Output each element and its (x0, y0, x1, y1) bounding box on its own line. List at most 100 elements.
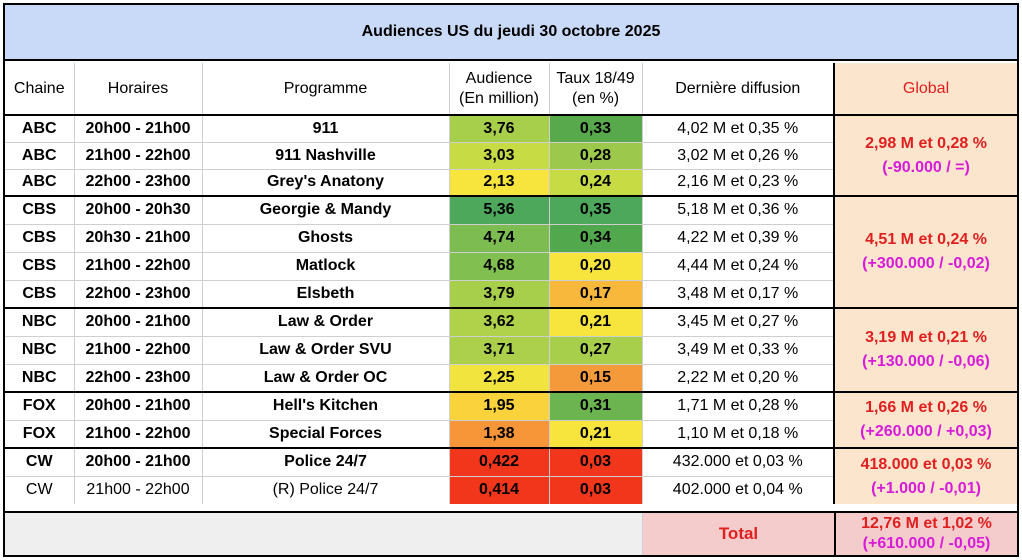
cell-audience: 1,38 (448, 419, 549, 448)
cell-horaires: 22h00 - 23h00 (73, 279, 202, 308)
cell-derniere: 1,10 M et 0,18 % (641, 419, 834, 448)
total-line1: 12,76 M et 1,02 % (861, 515, 992, 532)
cell-audience: 0,422 (448, 447, 549, 476)
cell-chaine: ABC (5, 141, 74, 169)
cell-taux: 0,27 (548, 335, 642, 364)
global-line1: 418.000 et 0,03 % (860, 455, 992, 473)
cell-horaires: 20h00 - 21h00 (73, 114, 202, 142)
cell-chaine: CBS (5, 223, 74, 252)
cell-programme: Special Forces (201, 419, 449, 448)
header-taux-line2: (en %) (571, 89, 620, 107)
table-row: NBC 22h00 - 23h00 Law & Order OC 2,25 0,15 2,… (5, 363, 1017, 392)
header-audience-line1: Audience (465, 69, 533, 87)
ratings-table-frame: Audiences US du jeudi 30 octobre 2025 Ch… (3, 3, 1019, 557)
table-title: Audiences US du jeudi 30 octobre 2025 (5, 5, 1017, 61)
cell-taux: 0,28 (548, 141, 642, 169)
cell-chaine: CBS (5, 251, 74, 280)
global-line1: 3,19 M et 0,21 % (865, 329, 987, 346)
cell-taux: 0,24 (548, 168, 642, 196)
total-value: 12,76 M et 1,02 % (+610.000 / -0,05) (834, 513, 1017, 555)
cell-global: 2,98 M et 0,28 % (-90.000 / =) (833, 114, 1017, 196)
cell-taux: 0,21 (548, 307, 642, 336)
cell-derniere: 2,16 M et 0,23 % (641, 168, 834, 196)
cell-horaires: 22h00 - 23h00 (73, 363, 202, 392)
cell-chaine: FOX (5, 419, 74, 448)
cell-taux: 0,03 (548, 475, 642, 504)
cell-horaires: 21h00 - 22h00 (73, 419, 202, 448)
cell-audience: 4,74 (448, 223, 549, 252)
table-body: ABC 20h00 - 21h00 911 3,76 0,33 4,02 M et 0,3… (5, 114, 1017, 504)
cell-programme: 911 (201, 114, 449, 142)
cell-derniere: 3,02 M et 0,26 % (641, 141, 834, 169)
table-row: ABC 22h00 - 23h00 Grey's Anatony 2,13 0,24 2,… (5, 168, 1017, 196)
table-row: FOX 20h00 - 21h00 Hell's Kitchen 1,95 0,31 1,… (5, 391, 1017, 448)
ratings-table: Chaine Horaires Programme Audience (En m… (5, 63, 1017, 504)
global-line2: (+300.000 / -0,02) (862, 255, 990, 272)
cell-taux: 0,35 (548, 195, 642, 224)
cell-horaires: 20h00 - 21h00 (73, 307, 202, 336)
cell-horaires: 20h00 - 20h30 (73, 195, 202, 224)
table-row: CW 21h00 - 22h00 (R) Police 24/7 0,414 0,03 4… (5, 475, 1017, 504)
cell-taux: 0,03 (548, 447, 642, 476)
cell-chaine: CBS (5, 279, 74, 308)
table-row: CBS 22h00 - 23h00 Elsbeth 3,79 0,17 3,48 M et… (5, 279, 1017, 308)
cell-taux: 0,21 (548, 419, 642, 448)
cell-audience: 5,36 (448, 195, 549, 224)
cell-chaine: ABC (5, 168, 74, 196)
cell-chaine: NBC (5, 335, 74, 364)
table-row: CBS 21h00 - 22h00 Matlock 4,68 0,20 4,44 M et… (5, 251, 1017, 280)
cell-derniere: 4,22 M et 0,39 % (641, 223, 834, 252)
cell-taux: 0,15 (548, 363, 642, 392)
table-row: ABC 20h00 - 21h00 911 3,76 0,33 4,02 M et 0,3… (5, 114, 1017, 196)
global-line2: (-90.000 / =) (882, 158, 970, 176)
table-row: NBC 20h00 - 21h00 Law & Order 3,62 0,21 3,45 … (5, 307, 1017, 392)
total-footer: Total 12,76 M et 1,02 % (+610.000 / -0,0… (5, 511, 1017, 555)
global-line1: 1,66 M et 0,26 % (865, 399, 987, 416)
cell-taux: 0,17 (548, 279, 642, 308)
cell-chaine: CBS (5, 195, 74, 224)
cell-horaires: 21h00 - 22h00 (73, 251, 202, 280)
cell-programme: Ghosts (201, 223, 449, 252)
cell-derniere: 5,18 M et 0,36 % (641, 195, 834, 224)
header-global: Global (833, 63, 1017, 116)
cell-chaine: CW (5, 447, 74, 476)
cell-taux: 0,34 (548, 223, 642, 252)
cell-global: 418.000 et 0,03 % (+1.000 / -0,01) (833, 447, 1017, 504)
cell-derniere: 3,48 M et 0,17 % (641, 279, 834, 308)
table-row: ABC 21h00 - 22h00 911 Nashville 3,03 0,28 3,0… (5, 141, 1017, 169)
cell-global: 1,66 M et 0,26 % (+260.000 / +0,03) (833, 391, 1017, 448)
cell-programme: Matlock (201, 251, 449, 280)
table-row: CW 20h00 - 21h00 Police 24/7 0,422 0,03 432.0… (5, 447, 1017, 504)
table-row: NBC 21h00 - 22h00 Law & Order SVU 3,71 0,27 3… (5, 335, 1017, 364)
cell-derniere: 402.000 et 0,04 % (641, 475, 834, 504)
cell-derniere: 3,45 M et 0,27 % (641, 307, 834, 336)
cell-taux: 0,33 (548, 114, 642, 142)
cell-horaires: 20h00 - 21h00 (73, 391, 202, 420)
global-line1: 4,51 M et 0,24 % (865, 231, 987, 248)
cell-horaires: 20h30 - 21h00 (73, 223, 202, 252)
cell-derniere: 1,71 M et 0,28 % (641, 391, 834, 420)
cell-audience: 3,62 (448, 307, 549, 336)
header-taux-line1: Taux 18/49 (556, 69, 635, 87)
global-line2: (+260.000 / +0,03) (860, 423, 992, 440)
total-label: Total (643, 513, 834, 555)
cell-programme: Law & Order (201, 307, 449, 336)
cell-horaires: 21h00 - 22h00 (73, 141, 202, 169)
cell-chaine: CW (5, 475, 74, 504)
total-line2: (+610.000 / -0,05) (862, 535, 991, 552)
cell-horaires: 22h00 - 23h00 (73, 168, 202, 196)
table-row: CBS 20h00 - 20h30 Georgie & Mandy 5,36 0,35 5… (5, 195, 1017, 308)
global-line1: 2,98 M et 0,28 % (865, 134, 987, 152)
cell-programme: Police 24/7 (201, 447, 449, 476)
cell-derniere: 3,49 M et 0,33 % (641, 335, 834, 364)
cell-programme: Georgie & Mandy (201, 195, 449, 224)
cell-horaires: 20h00 - 21h00 (73, 447, 202, 476)
header-audience: Audience (En million) (448, 63, 549, 116)
table-row: FOX 21h00 - 22h00 Special Forces 1,38 0,21 1,… (5, 419, 1017, 448)
cell-programme: Elsbeth (201, 279, 449, 308)
header-chaine: Chaine (5, 63, 74, 116)
cell-programme: Law & Order OC (201, 363, 449, 392)
cell-audience: 4,68 (448, 251, 549, 280)
header-row: Chaine Horaires Programme Audience (En m… (5, 63, 1017, 116)
cell-chaine: ABC (5, 114, 74, 142)
